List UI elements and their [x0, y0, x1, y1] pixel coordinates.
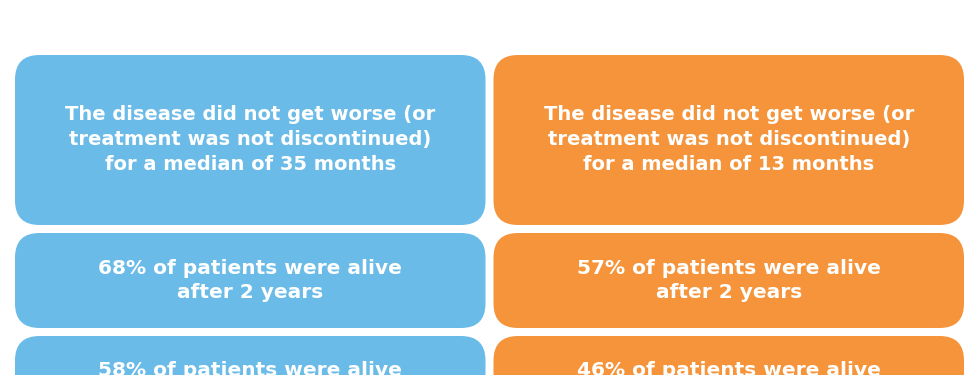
- FancyBboxPatch shape: [15, 233, 485, 328]
- FancyBboxPatch shape: [15, 55, 485, 225]
- Text: The disease did not get worse (or
treatment was not discontinued)
for a median o: The disease did not get worse (or treatm…: [66, 105, 435, 174]
- Text: 58% of patients were alive
after 5 years: 58% of patients were alive after 5 years: [98, 362, 402, 375]
- FancyBboxPatch shape: [493, 233, 963, 328]
- FancyBboxPatch shape: [15, 336, 485, 375]
- Text: 57% of patients were alive
after 2 years: 57% of patients were alive after 2 years: [576, 258, 880, 303]
- Text: The disease did not get worse (or
treatment was not discontinued)
for a median o: The disease did not get worse (or treatm…: [543, 105, 912, 174]
- Text: 46% of patients were alive
after 5 years: 46% of patients were alive after 5 years: [576, 362, 880, 375]
- FancyBboxPatch shape: [493, 336, 963, 375]
- FancyBboxPatch shape: [493, 55, 963, 225]
- Text: 68% of patients were alive
after 2 years: 68% of patients were alive after 2 years: [98, 258, 402, 303]
